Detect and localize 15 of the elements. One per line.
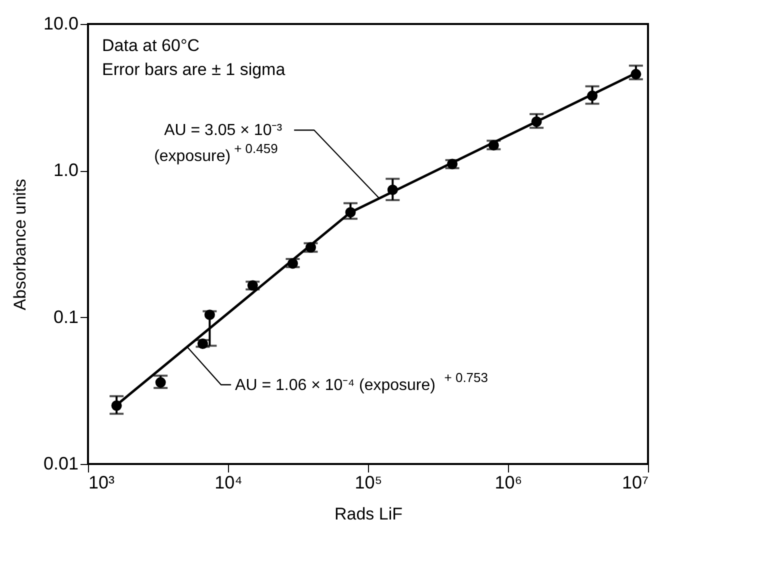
x-tick-label: 10⁶ (494, 472, 522, 492)
x-tick-label: 10³ (88, 472, 115, 492)
y-tick-label: 10.0 (43, 14, 78, 34)
annotation: AU = 3.05 × 10⁻³ (exposure)+ 0.459 (154, 122, 283, 166)
annotation: Data at 60°C (102, 36, 200, 55)
annotation: Error bars are ± 1 sigma (102, 60, 286, 79)
x-axis-title: Rads LiF (334, 504, 403, 524)
x-tick-label: 10⁵ (354, 472, 382, 492)
x-tick-label: 10⁷ (622, 472, 648, 492)
y-tick-label: 0.1 (53, 306, 78, 327)
x-tick-label: 10⁴ (214, 472, 242, 492)
annotation: AU = 1.06 × 10⁻⁴ (exposure)+ 0.753 (235, 370, 488, 394)
y-tick-label: 1.0 (53, 160, 78, 180)
y-axis-title: Absorbance units (10, 178, 30, 310)
y-tick-label: 0.01 (43, 454, 78, 474)
